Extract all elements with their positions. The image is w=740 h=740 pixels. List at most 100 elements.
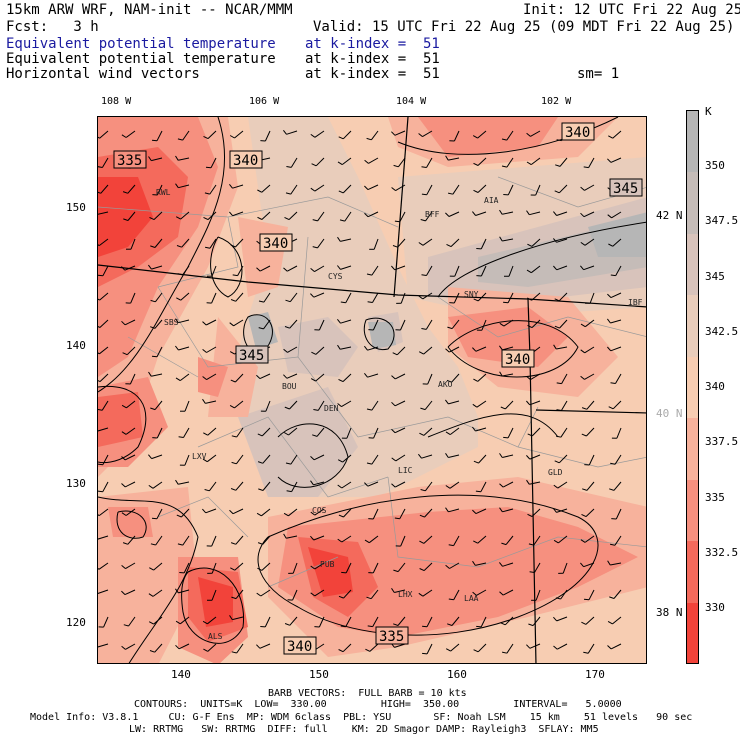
wind-barb <box>480 616 487 628</box>
wind-barb-flag <box>392 352 398 356</box>
wind-barb <box>178 157 190 161</box>
wind-barb-flag <box>229 183 233 189</box>
wind-barb <box>151 373 163 377</box>
wind-barb <box>207 643 217 652</box>
wind-barb-flag <box>256 644 261 649</box>
wind-barb <box>502 454 514 458</box>
wind-barb <box>128 616 136 627</box>
wind-barb-flag <box>583 166 589 169</box>
wind-barb-flag <box>499 483 504 488</box>
theta-e-350-zone <box>368 322 396 349</box>
wind-barb-flag <box>365 648 371 652</box>
wind-barb-flag <box>176 245 182 248</box>
wind-barb <box>448 211 460 217</box>
wind-barb <box>506 157 514 168</box>
wind-barb <box>151 265 163 270</box>
station-den: DEN <box>324 404 339 413</box>
wind-barb <box>584 535 595 543</box>
wind-barb-flag <box>472 560 476 566</box>
wind-barb <box>477 535 487 544</box>
wind-barb <box>531 292 541 301</box>
wind-barb <box>127 211 136 221</box>
wind-barb <box>373 238 379 250</box>
wind-barb <box>477 292 487 302</box>
wind-barb <box>397 616 406 626</box>
wind-barb <box>372 319 379 331</box>
wind-barb <box>346 427 352 439</box>
wind-barb-flag <box>337 538 343 543</box>
wind-barb-flag <box>607 346 612 352</box>
wind-barb-flag <box>498 345 503 351</box>
wind-barb <box>341 157 352 165</box>
wind-barb <box>156 130 163 142</box>
wind-barb <box>125 643 136 650</box>
wind-barb <box>612 238 622 247</box>
wind-barb-flag <box>122 542 128 545</box>
wind-barb <box>264 130 271 142</box>
wind-barb-flag <box>284 326 290 329</box>
wind-barb-flag <box>283 267 288 272</box>
wind-barb-flag <box>337 161 343 166</box>
wind-barb-flag <box>393 569 399 573</box>
wind-barb <box>477 130 487 139</box>
wind-barb-flag <box>176 514 182 518</box>
wind-barb <box>235 589 244 599</box>
wind-barb <box>424 481 433 492</box>
wind-barb <box>427 373 433 385</box>
station-aia: AIA <box>484 196 499 205</box>
wind-barb-flag <box>310 293 315 298</box>
wind-barb-flag <box>310 511 316 516</box>
wind-barb <box>531 427 541 437</box>
wind-barb <box>531 508 541 517</box>
wind-barb <box>502 373 514 377</box>
wind-barb-flag <box>503 301 509 304</box>
wind-barb-flag <box>148 264 152 270</box>
wind-barb-flag <box>366 462 373 465</box>
wind-barb-flag <box>582 488 588 491</box>
wind-barb <box>315 346 325 355</box>
wind-barb <box>313 535 325 541</box>
wind-barb <box>98 427 109 432</box>
wind-barb <box>610 562 622 566</box>
wind-barb <box>394 130 406 136</box>
wind-barb <box>426 184 433 195</box>
wind-barb <box>372 562 379 574</box>
wind-barb <box>424 400 433 410</box>
wind-barb-flag <box>418 133 423 137</box>
wind-barb <box>583 562 595 568</box>
wind-barb-flag <box>445 348 450 353</box>
wind-barb-flag <box>202 458 208 463</box>
grid-y-label: 150 <box>66 201 86 214</box>
wind-barb <box>232 211 244 217</box>
wind-barb <box>449 427 460 436</box>
wind-barb-flag <box>121 483 126 488</box>
wind-barb-flag <box>285 462 292 465</box>
wind-barb-flag <box>177 138 183 141</box>
wind-barb-flag <box>421 328 427 330</box>
wind-barb-flag <box>229 351 235 355</box>
wind-barb-flag <box>607 620 613 625</box>
wind-barb-flag <box>473 378 479 382</box>
wind-barb <box>178 319 190 324</box>
station-bff: BFF <box>425 210 440 219</box>
wind-barb <box>99 373 109 382</box>
wind-barb-flag <box>608 406 614 410</box>
wind-barb <box>561 373 568 384</box>
wind-barb-flag <box>499 562 503 567</box>
wind-barb-flag <box>148 454 152 459</box>
wind-barb <box>559 157 568 167</box>
wind-barb-flag <box>554 298 560 302</box>
wind-barb <box>610 643 622 650</box>
wind-barb <box>236 427 244 438</box>
wind-barb-flag <box>499 236 503 242</box>
wind-barb <box>562 562 568 574</box>
wind-barb-flag <box>257 216 263 220</box>
wind-barb-flag <box>202 349 207 353</box>
wind-barb <box>184 454 190 466</box>
wind-barb-flag <box>473 649 479 653</box>
field-2-level: at k-index = 51 <box>305 51 440 67</box>
wind-barb <box>476 589 487 596</box>
wind-barb <box>449 481 460 489</box>
wind-barb <box>98 211 109 215</box>
wind-barb <box>288 211 298 220</box>
